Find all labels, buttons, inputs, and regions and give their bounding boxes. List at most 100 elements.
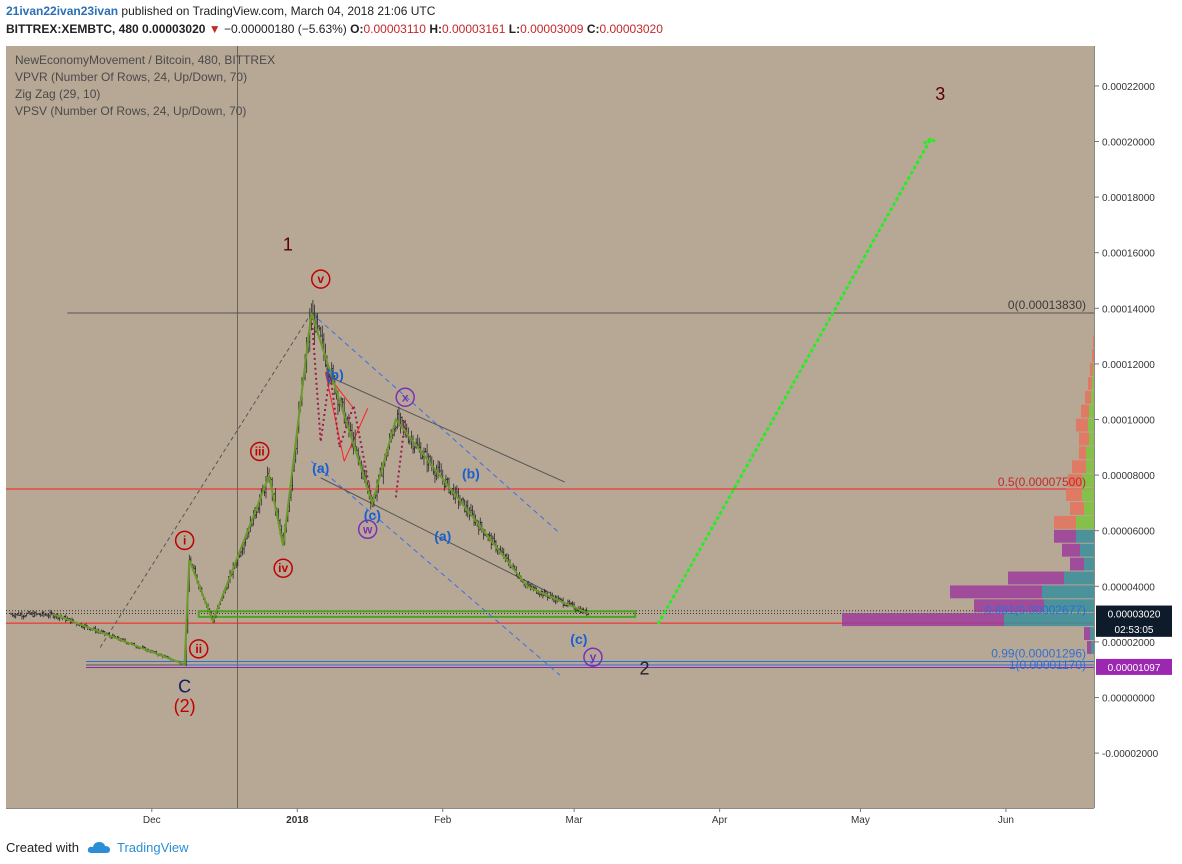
legend-vpvr: VPVR (Number Of Rows, 24, Up/Down, 70) [15,70,247,84]
wave-dotted-path [394,419,407,498]
volume-profile-down [1054,529,1076,543]
y-tick-label: 0.00016000 [1102,249,1155,260]
legend-zigzag: Zig Zag (29, 10) [15,87,100,101]
volume-profile-down [1079,432,1089,446]
wave-label-circle [273,558,293,578]
last-price: 0.00003020 [142,22,206,36]
y-tick-label: 0.00020000 [1102,138,1155,149]
volume-profile-down [1081,404,1089,418]
channel-solid-line[interactable] [320,477,551,594]
zigzag-series-line[interactable] [52,312,589,666]
y-tick-label: 0.00010000 [1102,416,1155,427]
time-scale-background[interactable] [6,808,1176,831]
volume-profile-down [1085,390,1091,404]
fib-level-label: 0.99(0.00001296) [991,646,1086,660]
y-tick-label: 0.00008000 [1102,471,1155,482]
volume-profile-down [1062,543,1080,557]
volume-profile-down [1087,641,1091,654]
volume-profile-up [1080,543,1094,557]
wave-label: (b) [326,367,344,383]
wave-label: (c) [364,507,381,523]
volume-profile-down [1079,446,1086,460]
wave-label: i [183,533,186,547]
red-triangle-line[interactable] [324,372,345,462]
volume-profile-down [1070,502,1084,515]
wave-label-circle [174,530,195,551]
volume-profile-down [950,585,1042,599]
x-tick-label: Mar [566,815,584,826]
volume-profile-down [1066,488,1082,502]
legend-vpsv: VPSV (Number Of Rows, 24, Up/Down, 70) [15,104,246,118]
wave-label: 1 [283,234,293,254]
volume-profile-up [1084,557,1094,571]
close-value: 0.00003020 [599,22,663,36]
wave-label: (c) [570,631,587,647]
wave-label-circle [583,647,603,667]
wave-label: (b) [462,465,480,481]
volume-profile-up [1089,432,1094,446]
x-tick-label: May [851,815,870,826]
channel-dashed-line[interactable] [311,312,561,534]
wave-label: (a) [312,460,329,476]
wave-label: x [402,390,409,404]
wave-label: C [178,676,191,696]
dashed-trend-ray[interactable] [99,312,312,648]
y-tick-label: 0.00014000 [1102,304,1155,315]
volume-profile-down [1092,349,1094,363]
volume-profile-up [1076,529,1094,543]
y-tick-label: 0.00002000 [1102,638,1155,649]
wave-label: y [590,650,597,664]
fib-level-label: 1(0.00001170) [1009,658,1086,672]
x-tick-label: Dec [143,815,161,826]
volume-profile-down [1076,418,1088,432]
volume-profile-up [1092,376,1094,390]
volume-profile-up [1044,599,1094,613]
volume-profile-down [1093,335,1094,349]
close-label: C: [586,22,600,36]
price-scale-badge [1096,605,1172,622]
channel-solid-line[interactable] [325,374,565,483]
volume-profile-up [1082,488,1094,502]
volume-profile-up [1089,404,1094,418]
projection-arrow-head [923,136,939,145]
published-text: published on TradingView.com, March 04, … [121,4,436,18]
chart-container[interactable]: NewEconomyMovement / Bitcoin, 480, BITTR… [6,46,1176,831]
cloud-icon [87,842,110,853]
price-scale-background[interactable] [1094,46,1176,808]
open-label: O: [350,22,364,36]
support-box[interactable] [197,610,637,618]
volume-profile-down [1090,363,1093,376]
wave-label: w [362,522,373,536]
volume-profile-up [1084,502,1094,515]
volume-profile-up [1093,363,1094,376]
channel-dashed-line[interactable] [311,460,561,676]
footer: Created with TradingView [6,838,189,856]
author-name[interactable]: 21ivan22ivan23ivan [6,4,119,18]
projection-dotted-line[interactable] [657,137,933,625]
wave-label-circle [310,269,331,289]
x-tick-label: 2018 [286,815,309,826]
volume-profile-up [1090,627,1094,641]
symbol-quote-line: BITTREX:XEMBTC, 480 0.00003020 ▼ −0.0000… [6,22,663,36]
red-triangle-line[interactable] [343,408,369,462]
chart-svg[interactable]: NewEconomyMovement / Bitcoin, 480, BITTR… [6,46,1176,831]
plot-background[interactable] [6,46,1094,808]
volume-profile-up [1086,460,1094,474]
volume-profile-down [1054,515,1076,529]
low-value: 0.00003009 [520,22,584,36]
y-tick-label: 0.00022000 [1102,82,1155,93]
price-scale-badge [1096,658,1172,675]
y-tick-label: 0.00000000 [1102,694,1155,705]
volume-profile-up [1076,515,1094,529]
wave-label: (a) [434,528,451,544]
volume-profile-down [1088,376,1092,390]
price-scale-badge [1096,620,1172,637]
brand-label: TradingView [116,839,189,855]
volume-profile-down [1068,474,1082,488]
wave-label-circle [395,387,415,408]
wave-label: iv [278,561,288,575]
tradingview-brand-link[interactable]: TradingView [87,840,189,855]
wave-label: v [317,272,324,286]
volume-profile-up [1064,571,1094,585]
wave-label: 2 [640,658,650,678]
